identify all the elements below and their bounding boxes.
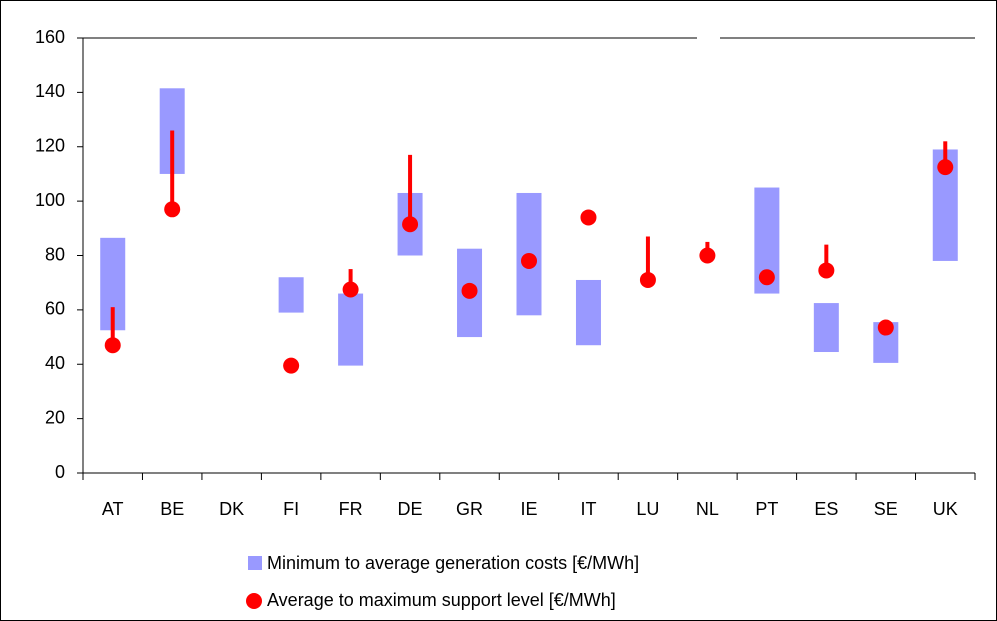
y-tick-label: 60 bbox=[45, 299, 65, 319]
y-tick-label: 100 bbox=[35, 190, 65, 210]
y-tick-label: 80 bbox=[45, 244, 65, 264]
y-tick-label: 20 bbox=[45, 407, 65, 427]
support-dot bbox=[104, 337, 121, 354]
x-tick-label: PT bbox=[755, 499, 778, 519]
legend-swatch bbox=[248, 556, 262, 570]
support-dot bbox=[580, 209, 597, 226]
support-dot bbox=[699, 247, 716, 264]
range-bar bbox=[278, 277, 304, 313]
legend-swatch bbox=[246, 593, 262, 609]
x-tick-label: DE bbox=[398, 499, 423, 519]
x-tick-label: NL bbox=[696, 499, 719, 519]
x-tick-label: IE bbox=[520, 499, 537, 519]
y-tick-label: 160 bbox=[35, 27, 65, 47]
support-dot bbox=[639, 271, 656, 288]
support-dot bbox=[818, 262, 835, 279]
support-dot bbox=[342, 281, 359, 298]
x-tick-label: UK bbox=[933, 499, 958, 519]
y-tick-label: 40 bbox=[45, 353, 65, 373]
support-dot bbox=[461, 282, 478, 299]
support-dot bbox=[877, 319, 894, 336]
x-tick-label: FI bbox=[283, 499, 299, 519]
support-dot bbox=[521, 252, 537, 269]
x-tick-label: DK bbox=[219, 499, 244, 519]
x-tick-label: BE bbox=[160, 499, 184, 519]
range-bar bbox=[813, 303, 839, 353]
support-dot bbox=[402, 216, 419, 233]
x-tick-label: FR bbox=[339, 499, 363, 519]
support-dot bbox=[758, 269, 775, 286]
support-dot bbox=[283, 357, 300, 374]
x-tick-label: GR bbox=[456, 499, 483, 519]
y-tick-label: 0 bbox=[55, 462, 65, 482]
x-tick-label: AT bbox=[102, 499, 124, 519]
range-bar bbox=[575, 279, 601, 346]
legend-label: Minimum to average generation costs [€/M… bbox=[267, 553, 639, 573]
range-bar bbox=[338, 293, 364, 366]
x-tick-label: IT bbox=[580, 499, 596, 519]
support-dot bbox=[164, 201, 181, 218]
y-tick-label: 140 bbox=[35, 81, 65, 101]
x-tick-label: ES bbox=[814, 499, 838, 519]
x-tick-label: SE bbox=[874, 499, 898, 519]
x-tick-label: LU bbox=[636, 499, 659, 519]
support-dot bbox=[937, 159, 954, 176]
legend-label: Average to maximum support level [€/MWh] bbox=[267, 590, 616, 610]
y-tick-label: 120 bbox=[35, 136, 65, 156]
